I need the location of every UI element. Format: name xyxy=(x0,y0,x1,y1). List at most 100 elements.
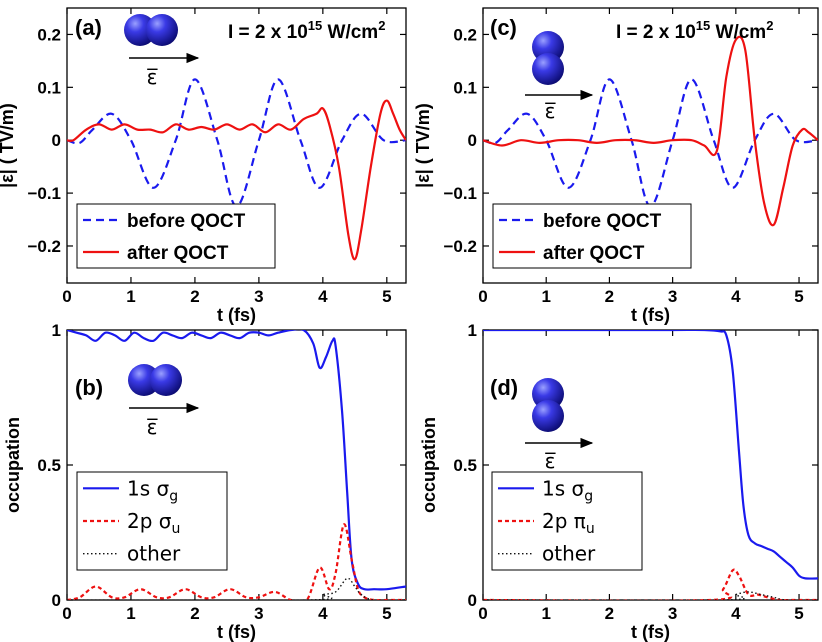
legend-label: 2p σu xyxy=(127,509,180,537)
y-tick-label: 0.5 xyxy=(453,456,477,475)
molecule-icon xyxy=(124,14,178,46)
x-tick-label: 0 xyxy=(478,287,487,306)
x-tick-label: 4 xyxy=(318,604,328,623)
legend: 1s σg 2p πu other xyxy=(491,471,643,571)
y-tick-label: 0.1 xyxy=(37,78,61,97)
y-tick-label: −0.1 xyxy=(443,184,477,203)
intensity-annotation: I = 2 x 1015 W/cm2 xyxy=(616,18,773,43)
y-tick-label: 1 xyxy=(468,321,477,340)
atom-sphere xyxy=(532,31,564,63)
y-axis-label: |ε| ( TV/m) xyxy=(413,103,433,188)
panel-d: 0 1 2 3 4 5 0 0.5 1 t (fs) occupation (d) ε̅ 1s σg 2p … xyxy=(419,321,819,642)
legend-box xyxy=(76,203,276,269)
series-line-after-qoct xyxy=(483,35,818,227)
axes-frame xyxy=(66,7,407,284)
atom-sphere xyxy=(128,364,160,396)
x-tick-label: 1 xyxy=(126,604,135,623)
intensity-annotation: I = 2 x 1015 W/cm2 xyxy=(228,18,385,43)
panel-b: 0 1 2 3 4 5 0 0.5 1 t (fs) occupation (b) ε̅ 1s σg 2p … xyxy=(3,321,407,642)
series-line-before-qoct xyxy=(67,78,406,208)
x-tick-label: 4 xyxy=(318,287,328,306)
x-tick-label: 0 xyxy=(62,604,71,623)
legend-label: 1s σg xyxy=(542,476,593,504)
x-tick-label: 5 xyxy=(382,604,391,623)
x-tick-label: 2 xyxy=(605,604,614,623)
y-tick-label: 0.2 xyxy=(37,25,61,44)
series-group xyxy=(67,330,406,600)
series-line-2p xyxy=(67,523,406,600)
x-tick-label: 4 xyxy=(731,604,741,623)
atom-sphere xyxy=(146,14,178,46)
x-axis-label: t (fs) xyxy=(631,305,670,325)
legend-label: 1s σg xyxy=(127,476,178,504)
x-tick-label: 5 xyxy=(382,287,391,306)
x-tick-label: 3 xyxy=(668,287,677,306)
atom-sphere xyxy=(124,14,156,46)
panel-label: (b) xyxy=(75,375,103,400)
x-tick-label: 2 xyxy=(190,604,199,623)
y-tick-label: 0 xyxy=(468,591,477,610)
atom-sphere xyxy=(532,378,564,410)
legend: before QOCT after QOCT xyxy=(76,203,276,269)
legend: 1s σg 2p σu other xyxy=(76,471,228,571)
x-axis-label: t (fs) xyxy=(631,622,670,642)
y-tick-label: 0.1 xyxy=(453,78,477,97)
molecule-icon xyxy=(532,378,564,432)
atom-sphere xyxy=(532,53,564,85)
y-tick-label: 0 xyxy=(52,131,61,150)
x-tick-label: 3 xyxy=(668,604,677,623)
y-axis-label: occupation xyxy=(3,417,23,513)
x-tick-label: 1 xyxy=(541,287,550,306)
panel-a: 0 1 2 3 4 5 −0.2 −0.1 0 0.1 0.2 t (fs) |ε| ( TV/m) (a… xyxy=(0,7,407,325)
y-tick-label: −0.2 xyxy=(27,237,61,256)
legend-label: before QOCT xyxy=(543,211,662,232)
x-tick-label: 5 xyxy=(794,287,803,306)
legend-label: other xyxy=(127,542,181,566)
x-tick-label: 2 xyxy=(190,287,199,306)
panel-label: (c) xyxy=(490,15,517,40)
axes-frame xyxy=(482,7,819,284)
series-line-1s xyxy=(67,330,406,591)
field-symbol: ε̅ xyxy=(544,449,556,473)
y-tick-label: 0 xyxy=(52,591,61,610)
panel-label: (a) xyxy=(75,15,102,40)
x-tick-label: 0 xyxy=(62,287,71,306)
legend-label: after QOCT xyxy=(543,243,645,264)
x-tick-label: 4 xyxy=(731,287,741,306)
series-line-other xyxy=(483,591,818,600)
x-axis-label: t (fs) xyxy=(217,622,256,642)
field-symbol: ε̅ xyxy=(544,99,556,123)
legend-label: 2p πu xyxy=(542,509,595,537)
x-tick-label: 3 xyxy=(254,287,263,306)
y-tick-label: −0.1 xyxy=(27,184,61,203)
molecule-icon xyxy=(128,364,182,396)
molecule-icon xyxy=(532,31,564,85)
legend-box xyxy=(492,203,692,269)
panel-c: 0 1 2 3 4 5 −0.2 −0.1 0 0.1 0.2 t (fs) |ε| ( TV/m) (c… xyxy=(413,7,819,325)
field-symbol: ε̅ xyxy=(146,415,158,439)
y-tick-label: 0.5 xyxy=(37,456,61,475)
y-tick-label: −0.2 xyxy=(443,237,477,256)
legend: before QOCT after QOCT xyxy=(492,203,692,269)
series-group xyxy=(67,78,406,261)
field-symbol: ε̅ xyxy=(146,65,158,89)
series-group xyxy=(483,330,818,600)
legend-label: after QOCT xyxy=(127,243,229,264)
x-tick-label: 1 xyxy=(126,287,135,306)
series-group xyxy=(483,35,818,227)
x-tick-label: 2 xyxy=(605,287,614,306)
atom-sphere xyxy=(532,400,564,432)
y-axis-label: occupation xyxy=(419,417,439,513)
y-tick-label: 0.2 xyxy=(453,25,477,44)
y-tick-label: 0 xyxy=(468,131,477,150)
x-tick-label: 5 xyxy=(794,604,803,623)
x-tick-label: 3 xyxy=(254,604,263,623)
atom-sphere xyxy=(150,364,182,396)
x-tick-label: 1 xyxy=(541,604,550,623)
series-line-1s xyxy=(483,330,818,580)
y-axis-label: |ε| ( TV/m) xyxy=(0,103,17,188)
series-line-2p xyxy=(483,568,818,600)
y-tick-label: 1 xyxy=(52,321,61,340)
panel-label: (d) xyxy=(490,375,518,400)
